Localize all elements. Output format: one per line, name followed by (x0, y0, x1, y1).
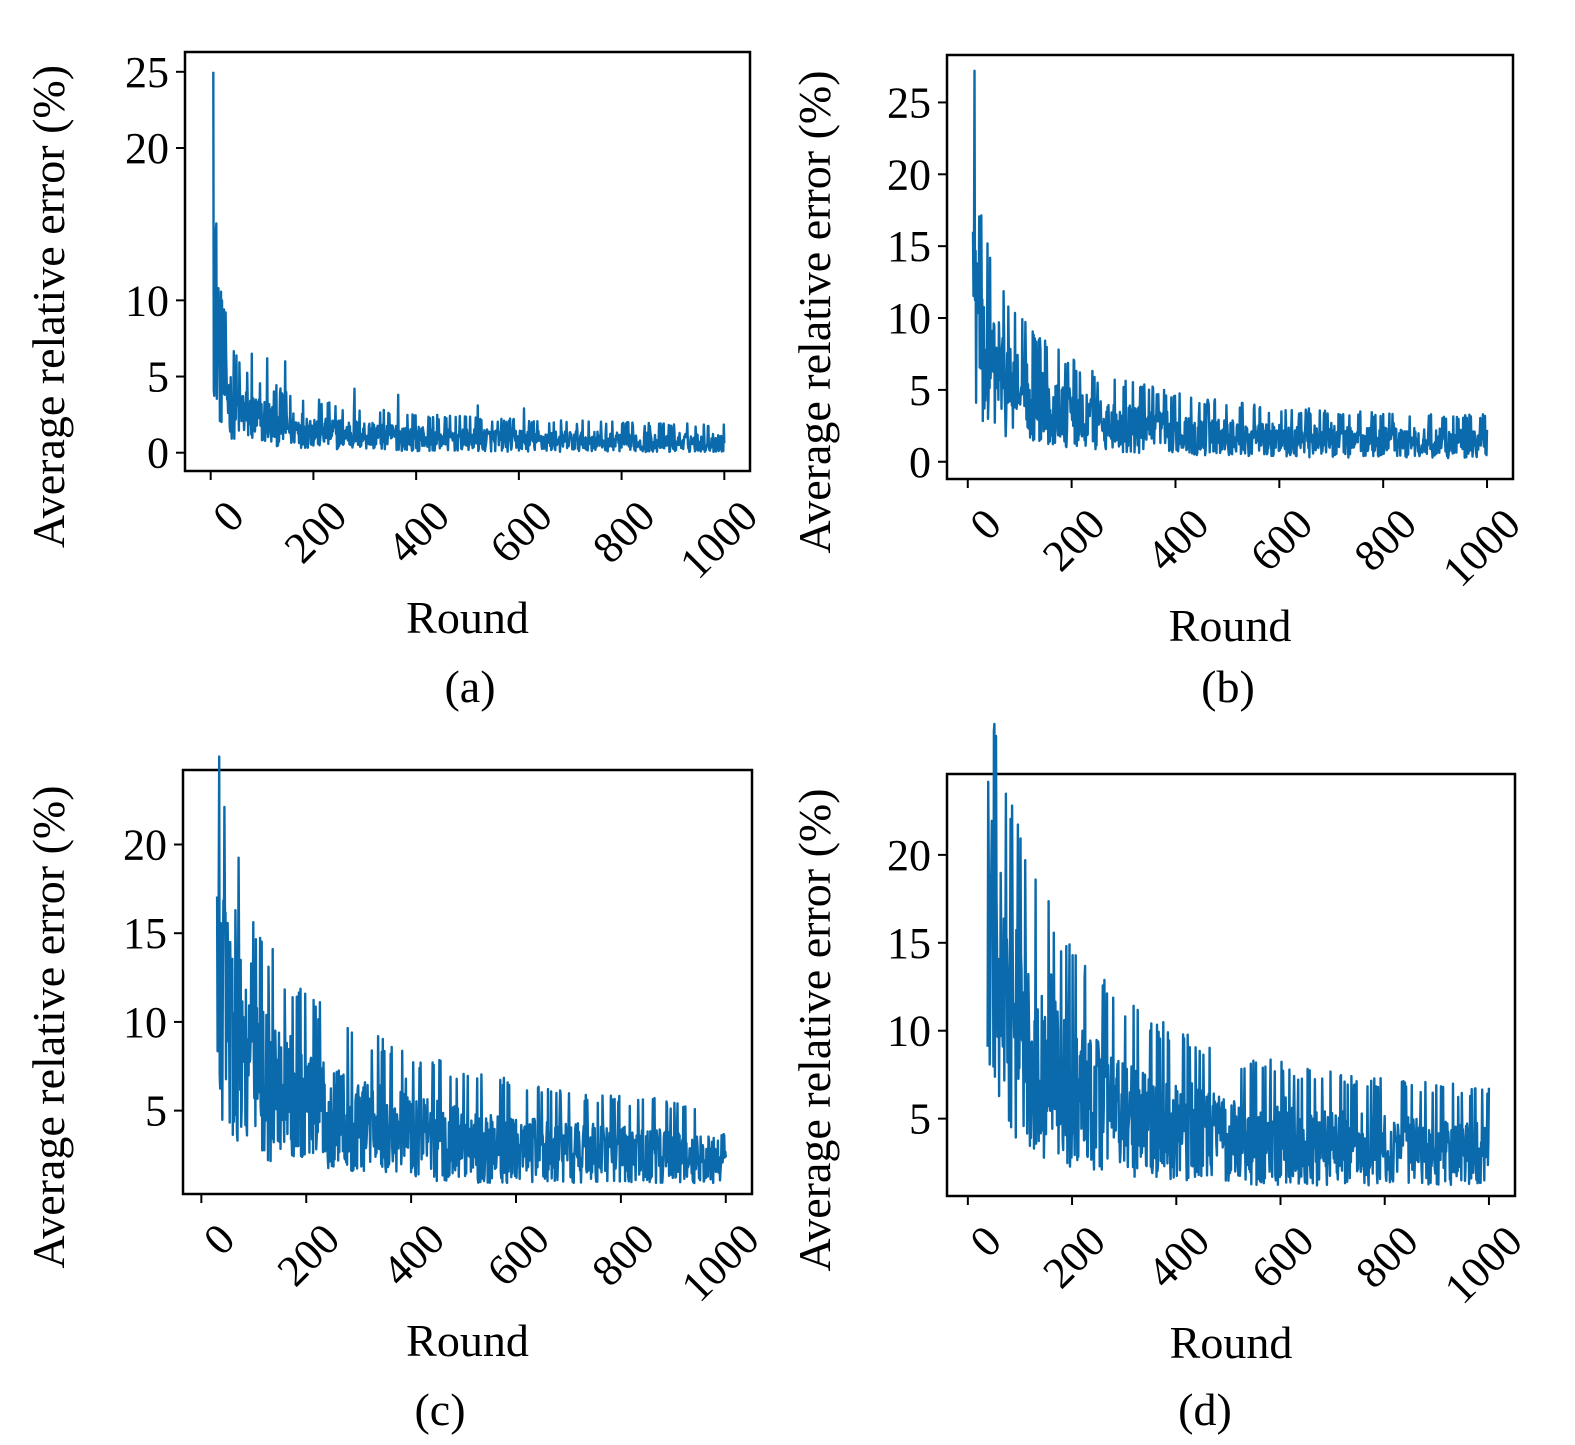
y-tick-label: 10 (887, 294, 931, 343)
x-tick-label: 400 (1137, 499, 1218, 580)
y-tick-label: 5 (145, 1087, 167, 1136)
x-tick-label: 1000 (1433, 499, 1530, 596)
x-tick-label: 200 (275, 491, 356, 572)
x-tick-label: 800 (582, 1214, 663, 1295)
chart-panel-0: 0 5 10 20 25 0 200 400 600 800 1000 Round Average re… (23, 48, 767, 712)
x-tick-label: 0 (203, 491, 253, 541)
x-tick-label: 1000 (672, 1214, 769, 1311)
y-tick-label: 5 (909, 366, 931, 415)
y-tick-label: 15 (123, 909, 167, 958)
x-tick-label: 400 (1138, 1216, 1219, 1297)
y-tick-label: 20 (123, 821, 167, 870)
chart-panel-1: 0 5 10 15 20 25 0 200 400 600 800 1000 Round Average … (789, 53, 1530, 712)
y-axis-label: Average relative error (%) (23, 65, 74, 548)
plot-frame (945, 53, 1515, 481)
y-tick-label: 20 (887, 831, 931, 880)
y-tick-label: 15 (887, 222, 931, 271)
x-tick-label: 800 (583, 491, 664, 572)
x-axis-label: Round (406, 592, 529, 643)
panel-caption: (b) (1201, 661, 1255, 712)
y-tick-label: 5 (147, 353, 169, 402)
y-tick-label: 25 (887, 78, 931, 127)
x-tick-label: 600 (478, 1214, 559, 1295)
x-tick-label: 0 (960, 499, 1010, 549)
y-tick-label: 0 (147, 429, 169, 478)
x-tick-label: 200 (268, 1214, 349, 1295)
panel-caption: (c) (414, 1384, 465, 1435)
x-tick-label: 0 (194, 1214, 244, 1264)
x-tick-label: 600 (480, 491, 561, 572)
series-line (215, 755, 727, 1185)
y-tick-label: 25 (125, 48, 169, 97)
x-tick-label: 200 (1034, 1216, 1115, 1297)
x-tick-label: 0 (960, 1216, 1010, 1266)
x-axis-label: Round (1169, 600, 1292, 651)
y-axis-label: Average relative error (%) (789, 788, 840, 1271)
plot-frame (181, 768, 754, 1196)
panel-caption: (d) (1178, 1384, 1232, 1435)
y-axis-label: Average relative error (%) (789, 70, 840, 553)
x-tick-label: 400 (378, 491, 459, 572)
y-tick-label: 5 (909, 1095, 931, 1144)
x-tick-label: 800 (1346, 1216, 1427, 1297)
x-axis-label: Round (406, 1315, 529, 1366)
y-tick-label: 10 (125, 276, 169, 325)
y-axis-label: Average relative error (%) (23, 785, 74, 1268)
panel-caption: (a) (444, 661, 495, 712)
x-tick-label: 1000 (670, 491, 767, 588)
plot-frame (945, 772, 1517, 1198)
y-tick-label: 20 (887, 150, 931, 199)
x-tick-label: 200 (1033, 499, 1114, 580)
y-tick-label: 15 (887, 919, 931, 968)
x-axis-label: Round (1170, 1317, 1293, 1368)
series-line (212, 71, 726, 454)
y-tick-label: 0 (909, 438, 931, 487)
y-tick-label: 10 (887, 1007, 931, 1056)
plot-frame (183, 50, 752, 473)
y-tick-label: 20 (125, 124, 169, 173)
x-tick-label: 400 (373, 1214, 454, 1295)
x-tick-label: 1000 (1435, 1216, 1532, 1313)
x-tick-label: 600 (1242, 1216, 1323, 1297)
series-line (971, 69, 1489, 460)
x-tick-label: 600 (1241, 499, 1322, 580)
y-tick-label: 10 (123, 998, 167, 1047)
series-line (986, 722, 1491, 1187)
x-tick-label: 800 (1345, 499, 1426, 580)
